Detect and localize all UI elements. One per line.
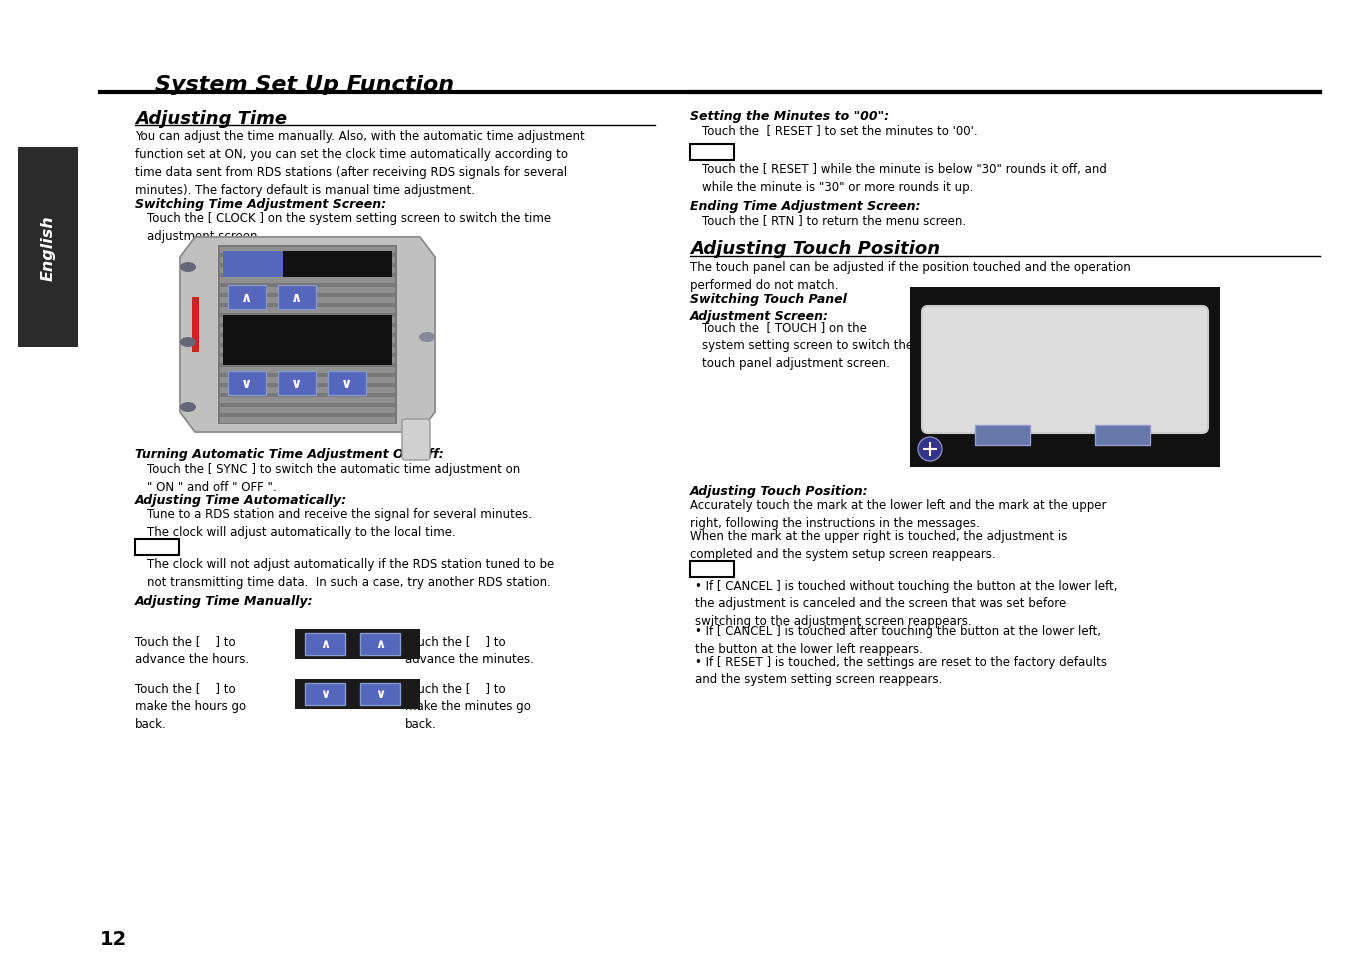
Bar (218, 246, 397, 424)
Text: Touch the [    ] to
make the hours go
back.: Touch the [ ] to make the hours go back. (135, 681, 246, 730)
Text: • If [ CANCEL ] is touched without touching the button at the lower left,
the ad: • If [ CANCEL ] is touched without touch… (694, 579, 1117, 627)
Text: ∨: ∨ (376, 688, 385, 700)
Bar (220, 357, 394, 364)
Bar (975, 426, 1029, 446)
Text: Adjusting Touch Position:: Adjusting Touch Position: (690, 484, 869, 497)
Bar (220, 417, 394, 423)
Bar (359, 634, 400, 656)
Bar (305, 683, 345, 705)
Text: • If [ CANCEL ] is touched after touching the button at the lower left,
the butt: • If [ CANCEL ] is touched after touchin… (694, 624, 1101, 655)
Bar (690, 145, 734, 161)
Text: Touch the  [ RESET ] to set the minutes to '00'.: Touch the [ RESET ] to set the minutes t… (703, 124, 978, 137)
FancyBboxPatch shape (403, 419, 430, 460)
Bar (295, 629, 420, 659)
Text: NOTE: NOTE (141, 540, 170, 551)
Circle shape (917, 437, 942, 461)
Bar (1096, 426, 1150, 446)
Text: Touch the [ RTN ] to return the menu screen.: Touch the [ RTN ] to return the menu scr… (703, 213, 966, 227)
Text: ∨: ∨ (242, 376, 253, 391)
Text: English: English (41, 215, 55, 280)
Text: Switching Touch Panel
Adjustment Screen:: Switching Touch Panel Adjustment Screen: (690, 293, 847, 323)
Polygon shape (180, 237, 435, 433)
Text: ∨: ∨ (320, 688, 330, 700)
Bar (228, 372, 266, 395)
Text: Touch the [    ] to
advance the minutes.: Touch the [ ] to advance the minutes. (405, 635, 534, 665)
Text: ∧: ∧ (320, 638, 330, 651)
Text: Accurately touch the mark at the lower left and the mark at the upper
right, fol: Accurately touch the mark at the lower l… (690, 498, 1106, 530)
Bar (282, 252, 392, 277)
Bar (911, 288, 1220, 468)
Text: • If [ RESET ] is touched, the settings are reset to the factory defaults
and th: • If [ RESET ] is touched, the settings … (694, 656, 1106, 686)
Text: Touch the  [ TOUCH ] on the
system setting screen to switch the
touch panel adju: Touch the [ TOUCH ] on the system settin… (703, 320, 913, 370)
Bar (228, 286, 266, 310)
Bar (223, 252, 282, 277)
Bar (220, 397, 394, 403)
Bar (220, 388, 394, 394)
Bar (278, 286, 316, 310)
Bar (220, 257, 394, 264)
Text: ∧: ∧ (242, 291, 253, 305)
Ellipse shape (180, 402, 196, 413)
Text: The clock will not adjust automatically if the RDS station tuned to be
not trans: The clock will not adjust automatically … (147, 558, 554, 588)
FancyBboxPatch shape (921, 307, 1208, 434)
Bar (220, 348, 394, 354)
Text: 12: 12 (100, 929, 127, 948)
Bar (220, 308, 394, 314)
Text: Adjusting Touch Position: Adjusting Touch Position (690, 240, 940, 257)
Bar (220, 288, 394, 294)
Text: ∧: ∧ (292, 291, 303, 305)
Bar (220, 248, 394, 253)
Text: Switching Time Adjustment Screen:: Switching Time Adjustment Screen: (135, 198, 386, 211)
Text: NOTE: NOTE (694, 146, 724, 156)
Text: Turning Automatic Time Adjustment On/Off:: Turning Automatic Time Adjustment On/Off… (135, 448, 443, 460)
Bar (305, 634, 345, 656)
Bar (220, 337, 394, 344)
Bar (135, 539, 178, 556)
Text: Tune to a RDS station and receive the signal for several minutes.
The clock will: Tune to a RDS station and receive the si… (147, 507, 532, 538)
Bar (359, 683, 400, 705)
Text: Touch the [    ] to
make the minutes go
back.: Touch the [ ] to make the minutes go bac… (405, 681, 531, 730)
Bar (295, 679, 420, 709)
Text: Adjusting Time: Adjusting Time (135, 110, 288, 128)
Text: NOTE: NOTE (694, 562, 724, 573)
Bar (220, 408, 394, 414)
Text: Adjusting Time Automatically:: Adjusting Time Automatically: (135, 494, 347, 506)
Bar (223, 315, 392, 366)
Bar (220, 368, 394, 374)
Bar (328, 372, 366, 395)
Text: Ending Time Adjustment Screen:: Ending Time Adjustment Screen: (690, 200, 920, 213)
Bar (278, 372, 316, 395)
Bar (220, 297, 394, 304)
Bar (690, 561, 734, 578)
Ellipse shape (180, 263, 196, 273)
Text: Setting the Minutes to "00":: Setting the Minutes to "00": (690, 110, 889, 123)
Bar (220, 328, 394, 334)
Bar (220, 317, 394, 324)
Text: ∨: ∨ (342, 376, 353, 391)
Text: Adjusting Time Manually:: Adjusting Time Manually: (135, 595, 313, 607)
Text: Touch the [ SYNC ] to switch the automatic time adjustment on
" ON " and off " O: Touch the [ SYNC ] to switch the automat… (147, 462, 520, 494)
Text: The touch panel can be adjusted if the position touched and the operation
perfor: The touch panel can be adjusted if the p… (690, 261, 1131, 292)
Bar (192, 297, 199, 353)
Text: ∧: ∧ (376, 638, 385, 651)
Text: Touch the [    ] to
advance the hours.: Touch the [ ] to advance the hours. (135, 635, 249, 665)
Bar (220, 277, 394, 284)
Text: ∨: ∨ (292, 376, 303, 391)
Text: You can adjust the time manually. Also, with the automatic time adjustment
funct: You can adjust the time manually. Also, … (135, 130, 585, 196)
Text: When the mark at the upper right is touched, the adjustment is
completed and the: When the mark at the upper right is touc… (690, 530, 1067, 560)
Bar (220, 377, 394, 384)
Text: Touch the [ CLOCK ] on the system setting screen to switch the time
adjustment s: Touch the [ CLOCK ] on the system settin… (147, 212, 551, 243)
Bar (220, 268, 394, 274)
Ellipse shape (180, 337, 196, 348)
Bar (18, 148, 78, 348)
Text: Touch the [ RESET ] while the minute is below "30" rounds it off, and
while the : Touch the [ RESET ] while the minute is … (703, 163, 1106, 193)
Text: System Set Up Function: System Set Up Function (155, 75, 454, 95)
Ellipse shape (419, 333, 435, 343)
